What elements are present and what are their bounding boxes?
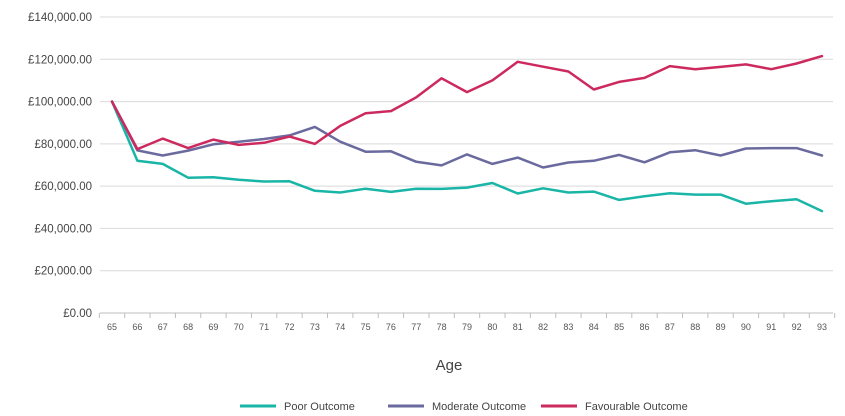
legend-item: Poor Outcome (240, 401, 355, 413)
y-tick-label: £80,000.00 (34, 139, 92, 151)
legend-label: Moderate Outcome (432, 401, 526, 413)
y-tick-label: £60,000.00 (34, 181, 92, 193)
x-tick-label: 69 (208, 322, 218, 332)
x-tick-label: 71 (259, 322, 269, 332)
x-tick-label: 92 (792, 322, 802, 332)
x-tick-label: 83 (563, 322, 573, 332)
x-tick-label: 81 (513, 322, 523, 332)
x-tick-label: 74 (335, 322, 345, 332)
x-tick-label: 82 (538, 322, 548, 332)
x-tick-label: 85 (614, 322, 624, 332)
series-line-poor-outcome (110, 100, 824, 213)
series-lines (110, 54, 824, 213)
y-tick-label: £100,000.00 (28, 97, 92, 109)
x-tick-label: 75 (361, 322, 371, 332)
x-tick-label: 66 (132, 322, 142, 332)
y-tick-label: £40,000.00 (34, 223, 92, 235)
x-tick-label: 91 (766, 322, 776, 332)
x-tick-label: 72 (284, 322, 294, 332)
x-tick-label: 84 (589, 322, 599, 332)
x-tick-label: 70 (234, 322, 244, 332)
x-tick-label: 79 (462, 322, 472, 332)
legend-item: Favourable Outcome (541, 401, 688, 413)
x-tick-label: 89 (716, 322, 726, 332)
x-tick-label: 67 (158, 322, 168, 332)
x-tick-label: 88 (690, 322, 700, 332)
legend-item: Moderate Outcome (388, 401, 526, 413)
x-tick-label: 65 (107, 322, 117, 332)
x-tick-label: 80 (487, 322, 497, 332)
x-axis: 65 66 67 68 69 70 71 72 73 74 75 76 77 78 79 80 81 82 83 84… (98, 313, 836, 332)
series-line-moderate-outcome (110, 100, 824, 169)
x-tick-label: 86 (639, 322, 649, 332)
x-tick-label: 93 (817, 322, 827, 332)
x-tick-label: 87 (665, 322, 675, 332)
y-axis-ticks: £0.00 £20,000.00 £40,000.00 £60,000.00 £80,0… (28, 12, 92, 320)
x-tick-label: 78 (437, 322, 447, 332)
legend-label: Poor Outcome (284, 401, 355, 413)
y-tick-label: £20,000.00 (34, 266, 92, 278)
y-tick-label: £120,000.00 (28, 54, 92, 66)
series-line-favourable-outcome (110, 54, 824, 151)
x-tick-label: 76 (386, 322, 396, 332)
x-tick-label: 68 (183, 322, 193, 332)
x-tick-label: 73 (310, 322, 320, 332)
x-tick-label: 90 (741, 322, 751, 332)
legend: Poor Outcome Moderate Outcome Favourable O… (240, 401, 688, 413)
y-tick-label: £0.00 (63, 308, 92, 320)
x-tick-label: 77 (411, 322, 421, 332)
y-tick-label: £140,000.00 (28, 12, 92, 24)
x-axis-label: Age (436, 357, 463, 374)
gridlines (100, 16, 833, 314)
legend-label: Favourable Outcome (585, 401, 688, 413)
